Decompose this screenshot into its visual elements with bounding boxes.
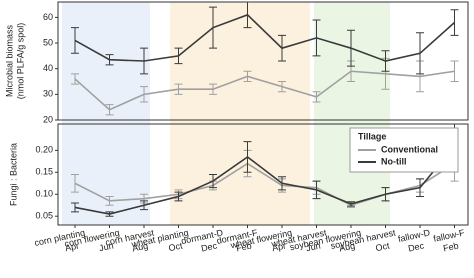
error-bar xyxy=(174,47,183,65)
error-bar xyxy=(450,9,459,36)
x-tick-label: Apr xyxy=(271,240,287,253)
x-tick-label: Jun xyxy=(305,240,321,253)
x-tick-label: Jun xyxy=(98,240,114,253)
y-tick-label: 40 xyxy=(43,63,53,73)
error-bar xyxy=(416,178,424,197)
error-bar xyxy=(347,201,355,207)
x-tick-label: Oct xyxy=(168,240,184,253)
y-tick-label: 0.05 xyxy=(35,211,53,221)
y-tick-label: 20 xyxy=(43,114,53,124)
error-bar xyxy=(174,191,183,202)
error-bar xyxy=(174,83,183,95)
error-bar xyxy=(105,211,114,217)
y-tick-label: 30 xyxy=(43,89,53,99)
x-tick-label: Dec xyxy=(200,240,218,253)
y-tick-label: 50 xyxy=(43,37,53,47)
error-bar xyxy=(243,70,252,83)
corn-season xyxy=(62,2,150,225)
error-bar xyxy=(209,174,217,189)
plot-frame xyxy=(57,1,469,121)
error-bar xyxy=(312,91,321,103)
y-tick-label: 0.20 xyxy=(35,145,53,155)
error-bar xyxy=(209,6,217,49)
legend-title: Tillage xyxy=(358,131,386,141)
y-tick-label: 0.10 xyxy=(35,189,53,199)
plot-frame xyxy=(57,123,469,226)
error-bar xyxy=(347,29,355,67)
x-tick-label: Dec xyxy=(407,240,425,253)
error-bar xyxy=(243,1,252,29)
error-bar xyxy=(71,27,79,54)
error-bar xyxy=(312,180,321,200)
error-bar xyxy=(416,32,424,75)
error-bar xyxy=(140,200,148,211)
x-tick-label: Aug xyxy=(338,240,356,253)
x-tick-label: Feb xyxy=(235,240,252,253)
error-bar xyxy=(381,50,390,72)
error-bar xyxy=(105,54,114,66)
y-tick-label: 60 xyxy=(43,12,53,22)
series-line xyxy=(74,13,456,62)
error-bar xyxy=(105,104,114,116)
error-bar xyxy=(140,86,148,103)
soybean-season xyxy=(314,2,390,225)
error-bar xyxy=(71,73,79,85)
series-line xyxy=(74,145,456,215)
y-axis-label: (nmol PLFA/g spol) xyxy=(15,23,25,100)
error-bar xyxy=(140,47,148,75)
error-bar xyxy=(243,141,252,173)
x-tick-label: Apr xyxy=(64,240,80,253)
error-bar xyxy=(381,187,390,202)
error-bar xyxy=(312,19,321,57)
error-bar xyxy=(278,176,286,191)
series-line xyxy=(74,70,455,111)
x-tick-label: Oct xyxy=(375,240,391,253)
y-axis-label: Fungi : Bacteria xyxy=(8,143,18,206)
error-bar xyxy=(105,195,114,206)
wheat-season xyxy=(170,2,310,225)
error-bar xyxy=(209,83,217,95)
legend-label: No-till xyxy=(381,156,407,166)
legend-label: Conventional xyxy=(381,144,438,154)
error-bar xyxy=(278,34,286,62)
error-bar xyxy=(71,174,79,193)
x-tick-label: Aug xyxy=(131,240,149,253)
error-bar xyxy=(278,81,286,93)
y-tick-label: 0.15 xyxy=(35,167,53,177)
y-axis-label: Microbial biomass xyxy=(4,24,14,97)
x-tick-label: Feb xyxy=(442,240,459,253)
error-bar xyxy=(450,60,459,83)
error-bar xyxy=(71,202,79,213)
